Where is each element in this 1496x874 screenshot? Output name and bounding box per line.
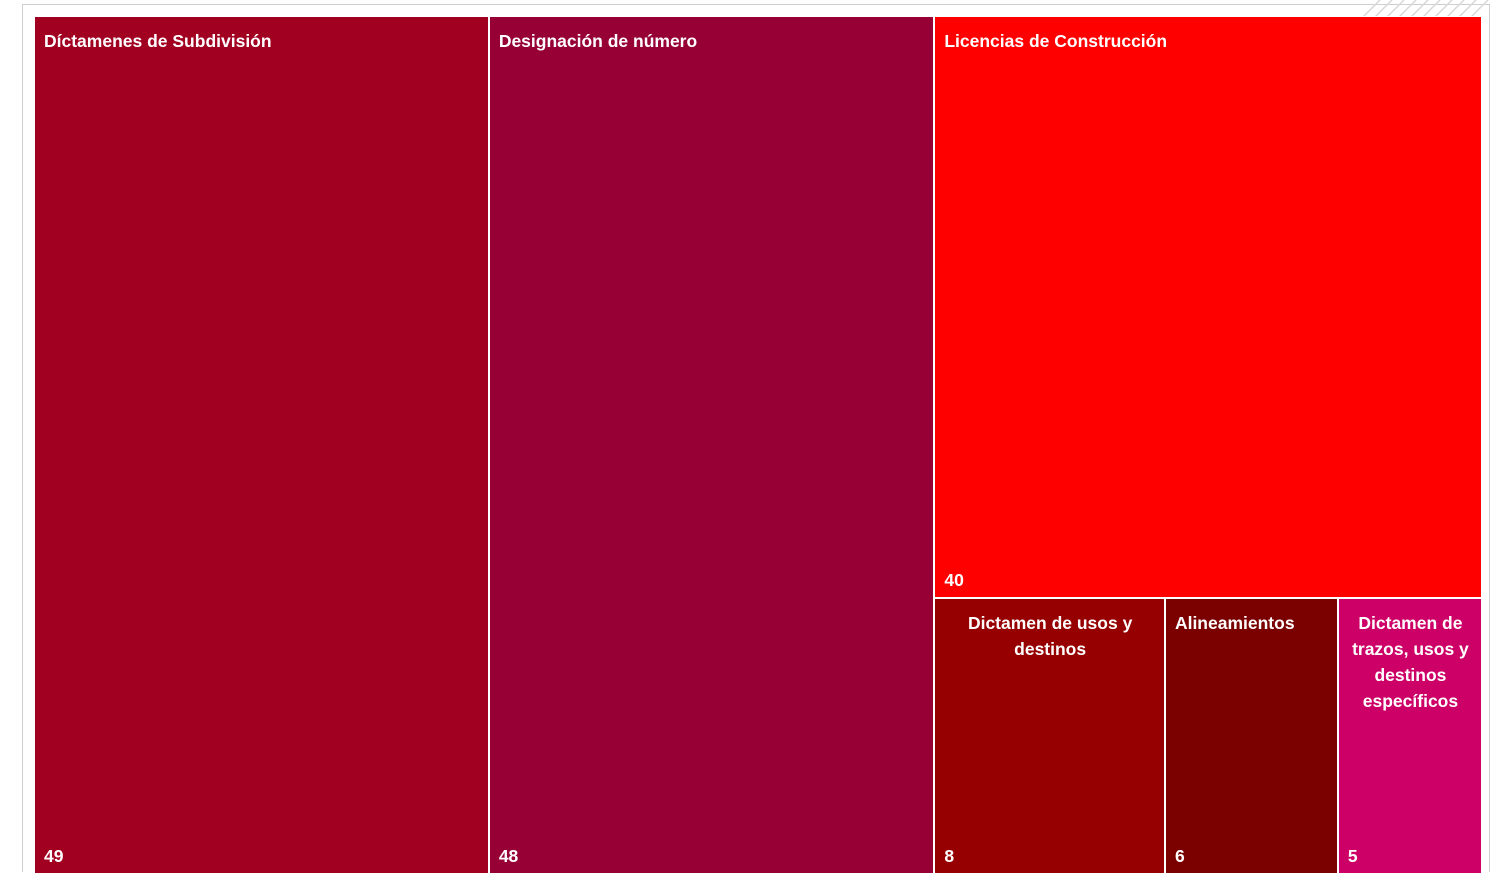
tile-value: 49: [44, 846, 64, 866]
treemap-tile[interactable]: Alineamientos 6: [1164, 597, 1338, 874]
tile-label: Licencias de Construcción: [944, 31, 1168, 51]
tile-label: Dictamen de trazos, usos y destinos espe…: [1352, 612, 1469, 711]
treemap-tile[interactable]: Dictamen de usos y destinos 8: [934, 597, 1165, 874]
tile-value: 8: [944, 845, 955, 866]
treemap-chart: Díctamenes de Subdivisión 49 Designación…: [34, 16, 1482, 874]
tile-label: Alineamientos: [1174, 612, 1295, 633]
treemap-tile[interactable]: Designación de número 48: [488, 16, 935, 874]
treemap-tile[interactable]: Díctamenes de Subdivisión 49: [34, 16, 489, 874]
tile-value: 48: [498, 846, 519, 866]
tile-value: 40: [944, 569, 964, 590]
tile-label: Díctamenes de Subdivisión: [44, 31, 272, 51]
treemap-tile[interactable]: Licencias de Construcción 40: [934, 16, 1482, 598]
tile-value: 5: [1347, 845, 1358, 866]
chart-frame: [22, 4, 1490, 872]
tile-label: Dictamen de usos y destinos: [967, 612, 1133, 659]
tile-label: Designación de número: [498, 31, 698, 51]
treemap-tile[interactable]: Dictamen de trazos, usos y destinos espe…: [1337, 597, 1482, 874]
tile-value: 6: [1174, 845, 1185, 866]
